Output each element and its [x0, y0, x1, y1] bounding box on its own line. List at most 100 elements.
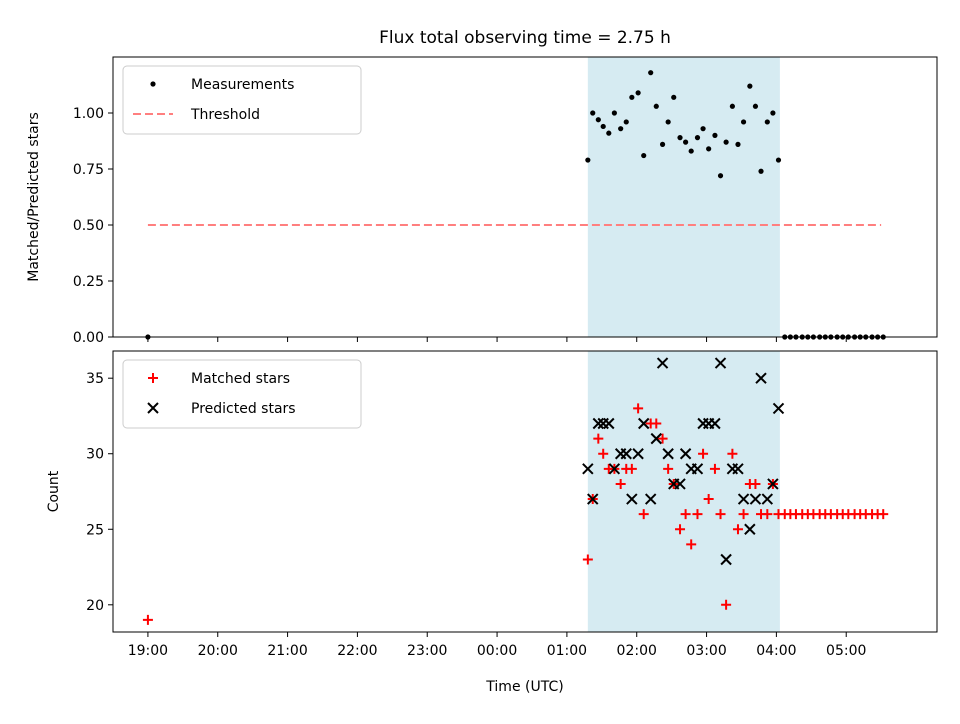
data-point: [142, 614, 153, 625]
series-predicted-stars: [582, 357, 785, 566]
data-point: [606, 130, 612, 136]
data-point: [767, 478, 779, 490]
data-point: [700, 126, 706, 132]
x-tick-label: 04:00: [756, 643, 796, 659]
data-point: [638, 417, 650, 430]
x-tick-label: 23:00: [407, 643, 447, 659]
data-point: [752, 103, 759, 109]
legend-label: Threshold: [190, 107, 260, 123]
y-axis-label: Count: [46, 470, 62, 512]
y-tick-label: 20: [86, 598, 104, 614]
y-axis-label: Matched/Predicted stars: [26, 112, 42, 282]
y-tick-label: 0.25: [73, 274, 104, 290]
data-point: [720, 553, 732, 566]
data-point: [749, 493, 762, 505]
data-point: [691, 463, 704, 475]
data-point: [674, 478, 686, 490]
x-tick-label: 22:00: [337, 643, 377, 659]
data-point: [585, 157, 591, 163]
data-point: [626, 463, 637, 474]
data-point: [629, 94, 635, 100]
data-point: [650, 432, 662, 445]
data-point: [623, 119, 629, 125]
data-point: [675, 524, 686, 535]
x-axis-label: Time (UTC): [485, 679, 563, 695]
data-point: [644, 493, 657, 505]
data-point: [729, 103, 735, 109]
data-point: [641, 152, 647, 159]
x-tick-label: 21:00: [267, 643, 307, 659]
data-point: [721, 599, 732, 610]
legend-item: Measurements: [150, 77, 294, 93]
data-point: [692, 509, 703, 520]
y-tick-label: 0.00: [73, 330, 104, 346]
data-point: [595, 117, 601, 123]
data-point: [651, 418, 662, 429]
data-point: [723, 139, 729, 145]
data-point: [740, 119, 747, 125]
y-tick-label: 35: [86, 371, 104, 387]
data-point: [632, 448, 644, 460]
legend-swatch: [148, 373, 158, 383]
data-point: [598, 448, 609, 459]
data-point: [653, 103, 659, 109]
data-point: [582, 463, 594, 475]
data-point: [608, 463, 621, 475]
data-point: [694, 135, 701, 141]
data-point: [635, 90, 641, 96]
data-point: [582, 554, 593, 565]
data-point: [590, 110, 596, 116]
data-point: [663, 463, 674, 474]
y-tick-label: 0.50: [73, 218, 104, 234]
legend-item: Matched stars: [148, 371, 290, 387]
y-tick-label: 1.00: [73, 106, 104, 122]
data-point: [593, 433, 604, 444]
data-point: [732, 524, 743, 535]
legend-label: Measurements: [191, 77, 294, 93]
legend-label: Predicted stars: [191, 401, 296, 417]
y-tick-label: 30: [86, 447, 104, 463]
data-point: [712, 132, 718, 138]
y-tick-label: 0.75: [73, 162, 104, 178]
data-point: [683, 139, 689, 145]
data-point: [603, 417, 615, 430]
data-point: [600, 123, 606, 130]
x-tick-label: 19:00: [128, 643, 168, 659]
data-point: [706, 146, 712, 152]
data-point: [714, 357, 727, 369]
data-point: [735, 141, 741, 147]
data-point: [620, 448, 632, 460]
data-point: [680, 509, 691, 520]
x-tick-label: 00:00: [477, 643, 517, 659]
data-point: [758, 168, 764, 174]
axes-frame: [112, 56, 938, 338]
data-point: [715, 509, 726, 520]
data-point: [762, 509, 773, 520]
data-point: [671, 94, 677, 100]
axes-frame: [112, 350, 938, 633]
data-point: [755, 372, 767, 384]
data-point: [626, 493, 638, 505]
y-tick-label: 25: [86, 522, 104, 538]
observing-window-span: [587, 351, 780, 632]
data-point: [638, 509, 649, 520]
data-point: [659, 141, 666, 147]
data-point: [611, 110, 617, 116]
data-point: [747, 83, 753, 89]
data-point: [665, 119, 671, 125]
data-point: [656, 357, 669, 369]
legend-swatch: [150, 81, 156, 87]
data-point: [737, 493, 750, 505]
figure-title: Flux total observing time = 2.75 h: [379, 28, 671, 48]
top-panel: 0.00 0.25 0.50 0.75 1.00 Matched/Predicted st…: [26, 56, 938, 346]
data-point: [761, 493, 774, 505]
x-tick-label: 03:00: [686, 643, 726, 659]
legend: Matched stars Predicted stars: [122, 359, 362, 429]
x-tick-label: 05:00: [826, 643, 866, 659]
data-point: [657, 433, 668, 444]
legend-item: Predicted stars: [147, 401, 296, 417]
data-point: [686, 539, 697, 550]
data-point: [633, 403, 644, 414]
data-point: [592, 417, 605, 430]
